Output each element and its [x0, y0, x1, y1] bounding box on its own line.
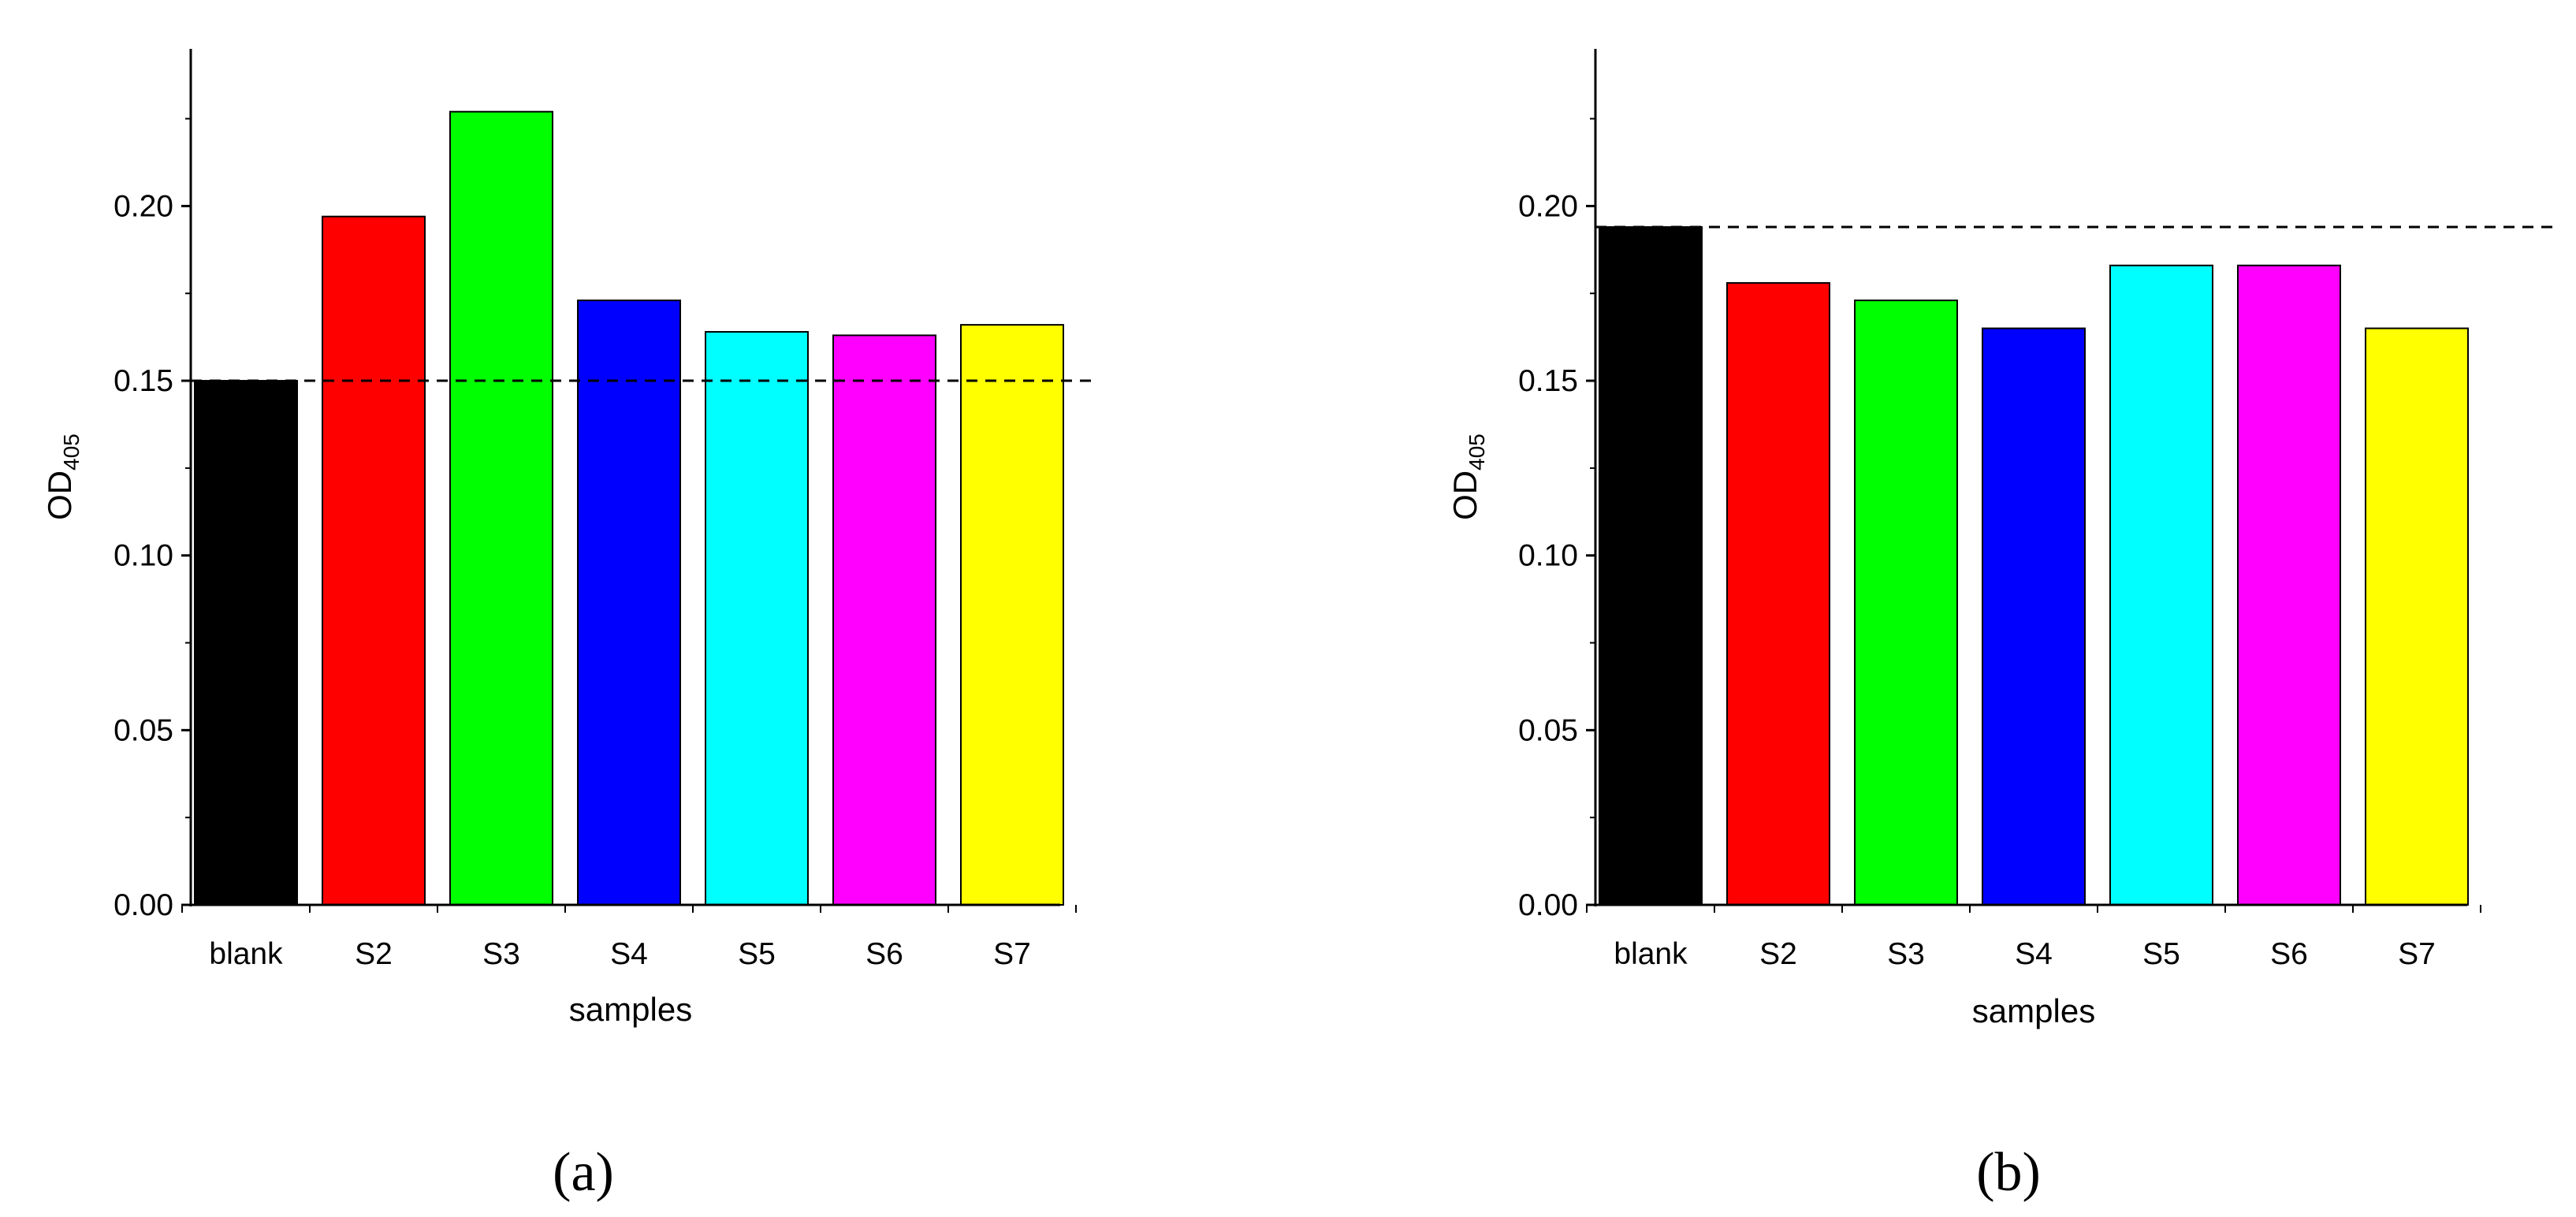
x-tick-label: S7	[993, 937, 1031, 971]
x-axis-label: samples	[1972, 992, 2095, 1029]
x-tick-label: S3	[1887, 937, 1925, 971]
y-axis-label-main: OD	[1446, 471, 1483, 520]
y-axis-label-subscript: 405	[1465, 434, 1489, 471]
bar-s3	[449, 110, 553, 906]
bar-s4	[577, 300, 681, 906]
y-axis-label: OD405	[1446, 434, 1489, 520]
x-tick-label: blank	[1614, 937, 1688, 971]
y-tick-label: 0.10	[114, 539, 173, 573]
x-tick-label: S2	[355, 937, 393, 971]
bar-s3	[1854, 300, 1958, 906]
y-tick-label: 0.05	[1518, 713, 1578, 747]
y-tick-label: 0.20	[114, 189, 173, 223]
bar-s7	[960, 324, 1064, 906]
bar-s6	[832, 334, 936, 906]
y-tick-label: 0.15	[114, 364, 173, 398]
y-tick-label: 0.00	[114, 888, 173, 922]
y-axis-label-subscript: 405	[59, 434, 84, 471]
bar-s4	[1982, 327, 2086, 906]
bar-blank	[194, 380, 298, 906]
y-tick-label: 0.20	[1518, 189, 1578, 223]
x-tick-label: S5	[738, 937, 776, 971]
y-tick-label: 0.00	[1518, 888, 1578, 922]
bar-s5	[705, 330, 809, 906]
chart-panel-b: 0.00 0.05 0.10 0.15 0.20 blank S2 S3 S4 S5 S6 S7 sam…	[1446, 49, 2558, 1203]
bar-s5	[2109, 264, 2213, 906]
x-tick-label: S2	[1759, 937, 1797, 971]
x-tick-label: S6	[2270, 937, 2308, 971]
x-tick-label: blank	[209, 937, 283, 971]
bar-s2	[1726, 281, 1830, 906]
x-axis-label: samples	[569, 991, 692, 1028]
x-tick-label: S6	[865, 937, 903, 971]
bar-blank	[1599, 225, 1703, 906]
x-tick-label: S4	[2015, 937, 2053, 971]
y-axis-label: OD405	[41, 434, 84, 520]
y-tick-label: 0.15	[1518, 364, 1578, 398]
panel-label: (a)	[553, 1142, 614, 1203]
x-tick-label: S4	[610, 937, 648, 971]
y-axis-label-main: OD	[41, 471, 78, 520]
y-tick-label: 0.05	[114, 713, 173, 747]
bar-s7	[2365, 327, 2469, 906]
bars	[194, 110, 1064, 906]
y-tick-label: 0.10	[1518, 539, 1578, 573]
x-tick-label: S5	[2142, 937, 2180, 971]
x-tick-label: S3	[482, 937, 520, 971]
panel-label: (b)	[1976, 1142, 2041, 1203]
bar-s6	[2237, 264, 2341, 906]
x-tick-label: S7	[2398, 937, 2436, 971]
bar-s2	[322, 215, 426, 906]
chart-panel-a: 0.00 0.05 0.10 0.15 0.20 blank S2 S3 S4 S5 S6 S7 sam…	[41, 49, 1096, 1203]
bars	[1599, 225, 2469, 906]
